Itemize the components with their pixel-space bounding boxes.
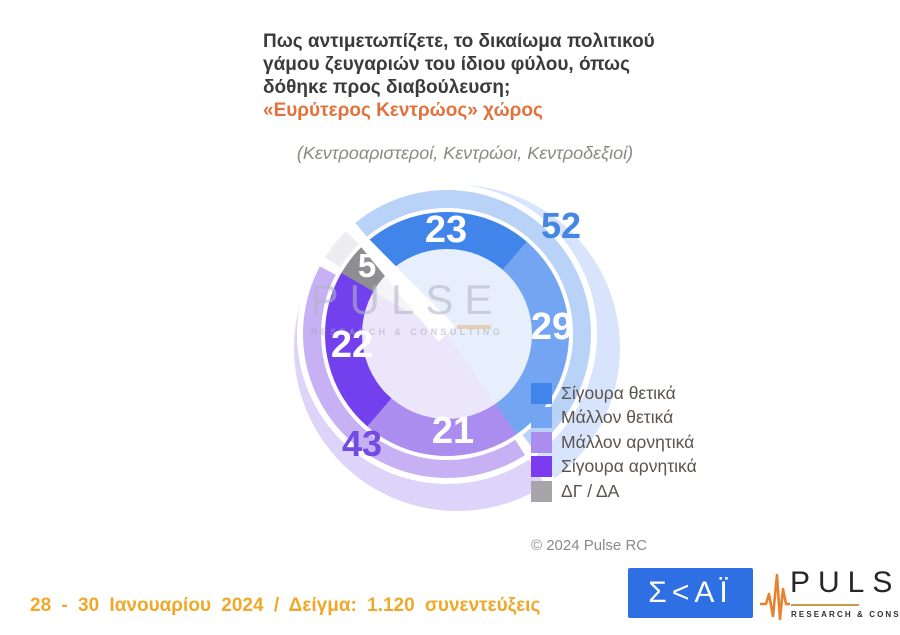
pulse-waveform-icon — [760, 573, 790, 621]
page-title-line-1: Πως αντιμετωπίζετε, το δικαίωμα πολιτικο… — [263, 31, 655, 52]
legend-item-mallon-thetika: Μάλλον θετικά — [531, 406, 697, 431]
legend-item-mallon-arnitika: Μάλλον αρνητικά — [531, 430, 697, 455]
copyright-note: © 2024 Pulse RC — [531, 537, 648, 554]
legend-label: Σίγουρα αρνητικά — [561, 456, 697, 477]
legend-label: Μάλλον θετικά — [561, 407, 674, 428]
legend-swatch-blue — [531, 382, 552, 404]
legend-label: Μάλλον αρνητικά — [561, 431, 695, 452]
fieldwork-sample-note: 28 - 30 Ιανουαρίου 2024 / Δείγμα: 1.120 … — [30, 595, 541, 616]
pulse-logo-rule — [791, 604, 859, 606]
legend-swatch-light-purple — [531, 431, 552, 453]
total-positive-value: 52 — [540, 205, 582, 246]
skai-logo-text: Σ<ΑΪ — [648, 576, 733, 609]
legend-item-sigoura-arnitika: Σίγουρα αρνητικά — [531, 455, 697, 480]
segment-value-dg-da: 5 — [357, 247, 377, 284]
title-block: Πως αντιμετωπίζετε, το δικαίωμα πολιτικο… — [263, 30, 663, 122]
segment-value-sigoura-arnitika: 22 — [330, 323, 374, 366]
page-title-line-3: δόθηκε προς διαβούλευση; — [263, 77, 511, 98]
subtitle-voter-group: «Ευρύτερος Κεντρώος» χώρος — [263, 100, 543, 121]
legend-label: Σίγουρα θετικά — [561, 382, 676, 403]
legend-item-dg-da: ΔΓ / ΔΑ — [531, 479, 697, 504]
page-title-line-2: γάμου ζευγαριών του ίδιου φύλου, όπως — [263, 54, 630, 75]
segment-value-sigoura-thetika: 23 — [424, 208, 468, 251]
total-negative-value: 43 — [341, 423, 383, 464]
segment-value-mallon-thetika: 29 — [530, 305, 574, 348]
legend-item-sigoura-thetika: Σίγουρα θετικά — [531, 381, 697, 406]
legend-swatch-light-blue — [531, 407, 552, 429]
pulse-logo-wordmark: PULSE — [790, 566, 900, 599]
skai-logo: Σ<ΑΪ — [628, 568, 753, 618]
pulse-logo-tagline: RESEARCH & CONSULTING — [791, 610, 900, 619]
legend-swatch-purple — [531, 456, 552, 478]
chart-legend: Σίγουρα θετικά Μάλλον θετικά Μάλλον αρνη… — [531, 381, 697, 504]
pulse-logo: PULSE RESEARCH & CONSULTING — [760, 566, 900, 622]
legend-swatch-gray — [531, 480, 552, 502]
segment-value-mallon-arnitika: 21 — [431, 409, 475, 452]
legend-label: ΔΓ / ΔΑ — [561, 480, 620, 501]
population-note: (Κεντροαριστεροί, Κεντρώοι, Κεντροδεξιοί… — [296, 143, 634, 163]
